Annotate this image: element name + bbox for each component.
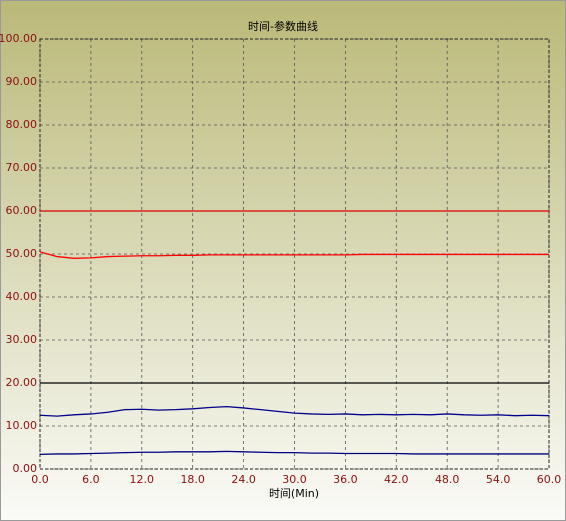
x-tick-label: 48.0 xyxy=(435,473,460,486)
y-tick-label: 60.00 xyxy=(6,204,38,217)
x-tick-label: 54.0 xyxy=(486,473,511,486)
y-tick-label: 80.00 xyxy=(6,118,38,131)
y-tick-label: 70.00 xyxy=(6,161,38,174)
y-tick-label: 100.00 xyxy=(0,32,37,45)
chart-title: 时间-参数曲线 xyxy=(248,19,318,33)
x-tick-label: 42.0 xyxy=(384,473,409,486)
y-tick-label: 50.00 xyxy=(6,247,38,260)
x-axis-label: 时间(Min) xyxy=(269,487,319,500)
y-tick-label: 20.00 xyxy=(6,376,38,389)
x-tick-label: 18.0 xyxy=(180,473,205,486)
series-line xyxy=(39,450,549,456)
x-tick-label: 30.0 xyxy=(282,473,307,486)
y-tick-label: 10.00 xyxy=(6,419,38,432)
x-tick-label: 24.0 xyxy=(231,473,256,486)
series-line xyxy=(39,251,549,259)
x-tick-label: 12.0 xyxy=(130,473,155,486)
y-tick-label: 30.00 xyxy=(6,333,38,346)
y-tick-label: 0.00 xyxy=(13,462,38,475)
x-tick-label: 60.0 xyxy=(537,473,562,486)
x-tick-label: 0.0 xyxy=(31,473,49,486)
x-tick-label: 6.0 xyxy=(82,473,100,486)
y-tick-label: 90.00 xyxy=(6,75,38,88)
series-line xyxy=(39,405,550,417)
plot-frame xyxy=(39,38,550,470)
x-tick-label: 36.0 xyxy=(333,473,358,486)
y-tick-label: 40.00 xyxy=(6,290,38,303)
